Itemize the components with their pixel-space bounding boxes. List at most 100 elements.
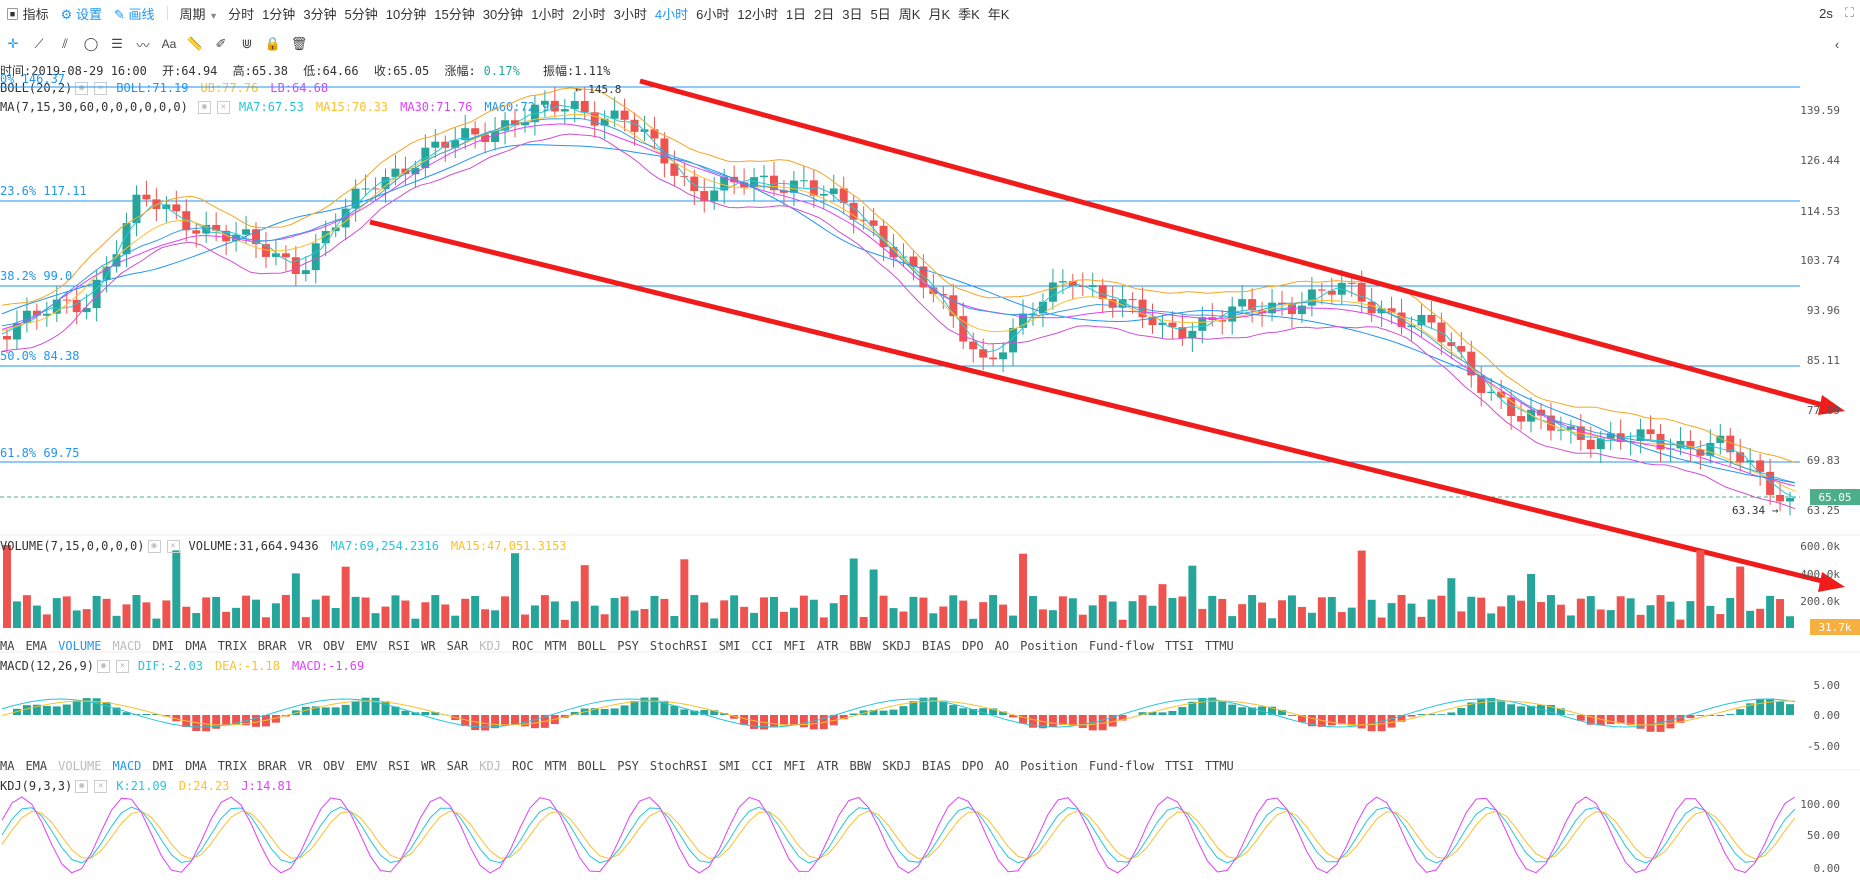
interval-option[interactable]: 10分钟 [385,6,427,22]
eye-icon[interactable]: ◉ [75,779,89,793]
magnet-icon[interactable]: ⋓ [241,36,253,51]
crosshair-icon[interactable]: ✛ [7,36,19,51]
indicator-tab[interactable]: PSY [617,639,639,653]
indicator-tab[interactable]: ATR [816,759,839,773]
indicator-tab[interactable]: WR [421,759,436,773]
interval-option[interactable]: 3分钟 [303,6,337,22]
interval-option[interactable]: 3日 [842,6,863,22]
indicator-tab[interactable]: Fund-flow [1088,759,1154,773]
collapse-icon[interactable]: ‹ [1834,36,1840,52]
indicator-tab[interactable]: TRIX [217,639,247,653]
indicator-tab[interactable]: CCI [751,759,774,773]
interval-option[interactable]: 5日 [870,6,891,22]
indicator-tab[interactable]: SKDJ [882,759,912,773]
interval-option[interactable]: 30分钟 [482,6,524,22]
refresh-interval-label[interactable]: 2s [1819,5,1833,21]
interval-option[interactable]: 5分钟 [344,6,378,22]
indicator-tab[interactable]: SAR [446,759,469,773]
drawing-button[interactable]: ✎ 画线 [108,4,161,23]
interval-option[interactable]: 1日 [785,6,807,22]
indicator-tab[interactable]: Fund-flow [1088,639,1154,653]
indicator-tab[interactable]: EMV [355,639,378,653]
settings-button[interactable]: ⚙ 设置 [55,4,108,23]
indicator-tab[interactable]: BIAS [922,639,951,653]
interval-option[interactable]: 3小时 [613,6,647,22]
indicator-tab[interactable]: TTMU [1204,759,1234,773]
indicator-tab[interactable]: BOLL [577,639,607,653]
ruler-icon[interactable]: 📏 [186,36,204,51]
trash-icon[interactable]: 🗑 [290,36,308,51]
eye-icon[interactable]: ◉ [197,100,211,114]
interval-option[interactable]: 月K [928,6,951,22]
indicator-tab[interactable]: VR [297,639,313,653]
indicator-tab[interactable]: TTSI [1164,639,1194,653]
indicator-tab[interactable]: CCI [751,639,774,653]
indicator-tab[interactable]: Position [1020,759,1078,773]
indicator-tab[interactable]: MA [0,759,15,773]
indicator-tab[interactable]: DMA [185,759,207,773]
indicator-tab[interactable]: ROC [511,759,534,773]
parallel-line-icon[interactable]: ⫽ [62,36,68,51]
interval-option[interactable]: 6小时 [696,6,730,22]
indicators-button[interactable]: ▣ 指标 [0,4,55,23]
indicator-tab[interactable]: BBW [849,759,872,773]
interval-option[interactable]: 2小时 [572,6,606,22]
ellipse-icon[interactable]: ◯ [83,36,99,51]
indicator-tab[interactable]: VR [297,759,313,773]
interval-option[interactable]: 分时 [228,6,255,22]
indicator-tab[interactable]: Position [1020,639,1078,653]
indicator-tab[interactable]: ROC [511,639,534,653]
indicator-tab[interactable]: SMI [718,759,741,773]
eye-icon[interactable]: ◉ [147,539,161,553]
indicator-tab[interactable]: VOLUME [58,759,102,773]
indicator-tab[interactable]: VOLUME [58,639,102,653]
period-dropdown[interactable]: 周期 ▼ [174,4,225,23]
indicator-tab[interactable]: AO [994,639,1010,653]
indicator-tab[interactable]: EMA [25,759,48,773]
indicator-tab[interactable]: MACD [112,759,142,773]
interval-option[interactable]: 季K [958,6,980,22]
close-icon[interactable]: ✕ [115,659,129,673]
line-tool-icon[interactable]: ⟋ [34,36,44,51]
fullscreen-icon[interactable]: ⛶ [1844,5,1854,20]
indicator-tab[interactable]: RSI [388,759,411,773]
indicator-tab[interactable]: KDJ [479,639,501,653]
interval-option[interactable]: 15分钟 [434,6,475,22]
indicator-tab[interactable]: MFI [784,639,806,653]
indicator-tab[interactable]: BRAR [257,639,287,653]
indicator-tab[interactable]: RSI [388,639,411,653]
indicator-tab[interactable]: MACD [112,639,142,653]
brush-icon[interactable]: ✐ [215,36,227,51]
indicator-tab[interactable]: TTSI [1164,759,1194,773]
fib-lines-icon[interactable]: ☰ [111,36,123,51]
indicator-tab[interactable]: MA [0,639,15,653]
interval-option[interactable]: 1分钟 [262,6,296,22]
close-icon[interactable]: ✕ [216,100,230,114]
indicator-tab[interactable]: BRAR [257,759,287,773]
indicator-tab[interactable]: SKDJ [882,639,912,653]
interval-option[interactable]: 12小时 [737,6,778,22]
indicator-tab[interactable]: StochRSI [649,639,708,653]
text-tool-icon[interactable]: Aa [161,37,177,51]
indicator-tab[interactable]: DMI [152,759,175,773]
interval-option[interactable]: 2日 [814,6,835,22]
indicator-tab[interactable]: EMV [355,759,378,773]
indicator-tab[interactable]: DPO [961,759,984,773]
indicator-tab[interactable]: TTMU [1204,639,1234,653]
indicator-tab[interactable]: PSY [617,759,639,773]
indicator-tab[interactable]: DMI [152,639,175,653]
indicator-tab[interactable]: KDJ [479,759,501,773]
indicator-tab[interactable]: BIAS [922,759,951,773]
lock-icon[interactable]: 🔒 [264,36,282,51]
indicator-tab[interactable]: DPO [961,639,984,653]
interval-option[interactable]: 1小时 [531,6,565,22]
close-icon[interactable]: ✕ [94,779,108,793]
indicator-tab[interactable]: BBW [849,639,872,653]
eye-icon[interactable]: ◉ [96,659,110,673]
indicator-tab[interactable]: WR [421,639,436,653]
indicator-tab[interactable]: OBV [323,759,345,773]
indicator-tab[interactable]: StochRSI [649,759,708,773]
indicator-tab[interactable]: AO [994,759,1010,773]
indicator-tab[interactable]: EMA [25,639,48,653]
wave-icon[interactable]: 〰 [136,37,150,53]
